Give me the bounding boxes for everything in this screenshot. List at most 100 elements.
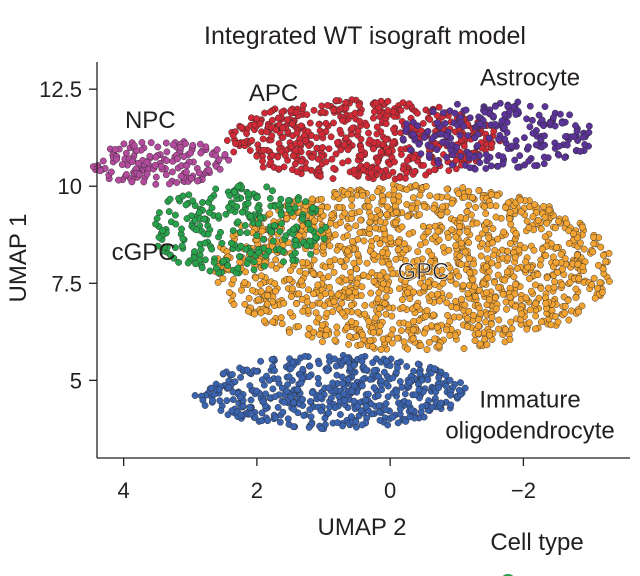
y-tick-label: 7.5 xyxy=(51,271,82,296)
scatter-point-astrocyte xyxy=(566,111,574,119)
scatter-point-gpc xyxy=(277,314,285,322)
scatter-point-cgpc xyxy=(166,195,174,203)
scatter-point-gpc xyxy=(364,197,372,205)
scatter-point-npc xyxy=(152,173,160,181)
scatter-point-gpc xyxy=(456,222,463,230)
scatter-point-gpc xyxy=(477,309,485,317)
scatter-point-apc xyxy=(306,119,314,127)
scatter-point-gpc xyxy=(413,302,421,310)
scatter-point-apc xyxy=(278,108,286,116)
scatter-point-npc xyxy=(162,171,170,179)
scatter-point-gpc xyxy=(329,308,337,316)
scatter-point-immature-oligodendrocyte xyxy=(315,380,323,388)
scatter-point-npc xyxy=(163,157,171,165)
scatter-point-gpc xyxy=(433,323,441,331)
cluster-label-npc: NPC xyxy=(125,107,176,134)
scatter-point-cgpc xyxy=(171,211,179,219)
scatter-point-npc xyxy=(182,140,189,148)
scatter-point-immature-oligodendrocyte xyxy=(334,419,342,427)
scatter-point-cgpc xyxy=(253,193,261,201)
scatter-point-gpc xyxy=(361,310,369,318)
scatter-point-immature-oligodendrocyte xyxy=(284,415,292,423)
scatter-point-cgpc xyxy=(159,227,167,234)
scatter-point-apc xyxy=(318,102,326,110)
scatter-point-cgpc xyxy=(266,194,274,202)
scatter-point-gpc xyxy=(475,234,482,242)
scatter-point-npc xyxy=(163,148,171,156)
scatter-point-npc xyxy=(194,177,201,185)
scatter-point-cgpc xyxy=(217,228,224,236)
scatter-point-gpc xyxy=(487,191,495,199)
scatter-point-immature-oligodendrocyte xyxy=(455,386,463,394)
scatter-point-cgpc xyxy=(255,220,263,228)
scatter-point-gpc xyxy=(495,284,502,292)
scatter-point-gpc xyxy=(476,340,484,348)
scatter-point-astrocyte xyxy=(526,102,534,110)
scatter-point-gpc xyxy=(422,182,430,190)
scatter-point-gpc xyxy=(557,250,565,258)
scatter-point-apc xyxy=(267,158,275,166)
scatter-point-cgpc xyxy=(250,258,258,266)
scatter-point-gpc xyxy=(310,328,318,336)
scatter-point-astrocyte xyxy=(489,112,497,120)
scatter-point-npc xyxy=(169,141,177,149)
scatter-point-astrocyte xyxy=(442,132,450,140)
scatter-point-gpc xyxy=(297,277,305,285)
scatter-point-gpc xyxy=(353,265,360,273)
scatter-point-gpc xyxy=(391,202,399,210)
scatter-point-immature-oligodendrocyte xyxy=(428,403,436,411)
scatter-point-gpc xyxy=(326,258,334,266)
scatter-point-npc xyxy=(187,149,195,157)
scatter-point-apc xyxy=(303,111,311,119)
scatter-point-immature-oligodendrocyte xyxy=(306,406,314,414)
scatter-point-gpc xyxy=(383,211,391,219)
scatter-point-astrocyte xyxy=(501,111,509,118)
scatter-point-immature-oligodendrocyte xyxy=(285,373,293,381)
scatter-point-apc xyxy=(248,137,256,144)
scatter-point-npc xyxy=(197,149,205,157)
scatter-point-astrocyte xyxy=(466,114,474,122)
scatter-point-cgpc xyxy=(235,253,243,260)
scatter-point-immature-oligodendrocyte xyxy=(276,418,284,426)
scatter-point-apc xyxy=(410,154,418,162)
scatter-point-gpc xyxy=(431,335,439,343)
scatter-point-apc xyxy=(397,106,405,114)
scatter-point-gpc xyxy=(448,226,456,234)
scatter-point-gpc xyxy=(379,248,387,256)
scatter-point-gpc xyxy=(506,293,514,301)
scatter-point-gpc xyxy=(475,186,483,194)
scatter-point-npc xyxy=(128,178,136,186)
scatter-point-npc xyxy=(203,160,211,168)
scatter-point-gpc xyxy=(420,283,428,291)
scatter-point-gpc xyxy=(472,203,480,211)
scatter-point-astrocyte xyxy=(495,135,503,143)
scatter-point-apc xyxy=(488,140,495,148)
scatter-point-immature-oligodendrocyte xyxy=(329,379,337,387)
scatter-point-npc xyxy=(115,176,122,184)
scatter-point-cgpc xyxy=(275,201,283,209)
scatter-point-gpc xyxy=(517,208,525,216)
scatter-point-gpc xyxy=(482,318,490,326)
scatter-point-apc xyxy=(373,123,381,131)
scatter-point-npc xyxy=(111,146,119,153)
scatter-point-gpc xyxy=(336,204,344,212)
scatter-point-cgpc xyxy=(320,235,328,243)
scatter-point-astrocyte xyxy=(532,141,540,149)
scatter-point-gpc xyxy=(335,277,343,285)
scatter-point-gpc xyxy=(511,253,519,261)
scatter-point-apc xyxy=(268,132,276,140)
scatter-point-immature-oligodendrocyte xyxy=(382,400,390,407)
scatter-point-cgpc xyxy=(178,225,185,233)
scatter-point-gpc xyxy=(368,269,376,277)
scatter-point-gpc xyxy=(395,238,403,246)
scatter-point-gpc xyxy=(308,195,316,203)
scatter-point-astrocyte xyxy=(537,136,545,143)
scatter-point-gpc xyxy=(446,264,454,272)
scatter-point-npc xyxy=(180,153,188,161)
scatter-point-gpc xyxy=(499,290,507,298)
scatter-point-cgpc xyxy=(309,204,317,212)
scatter-point-gpc xyxy=(367,289,375,297)
scatter-point-gpc xyxy=(344,190,352,198)
scatter-point-apc xyxy=(288,120,296,128)
scatter-point-gpc xyxy=(465,239,473,247)
